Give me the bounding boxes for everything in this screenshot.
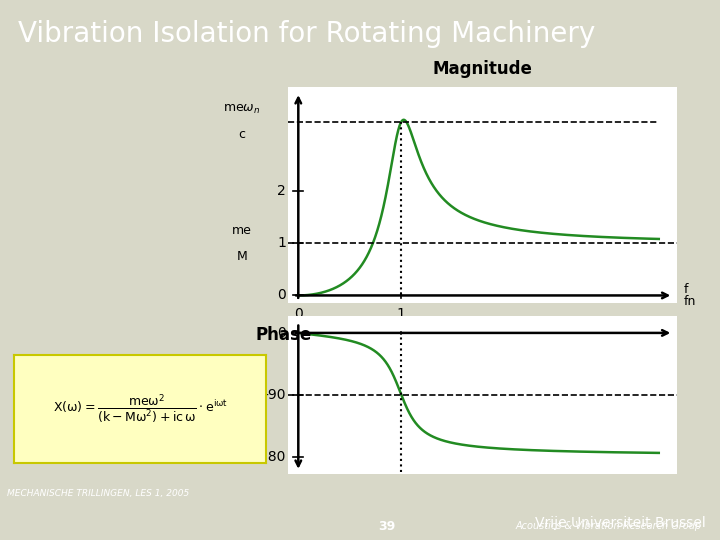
Text: M: M: [236, 249, 247, 262]
Text: Phase: Phase: [255, 326, 311, 344]
Text: -180: -180: [255, 450, 286, 463]
Text: me: me: [232, 224, 251, 237]
Text: Acoustics & Vibration Research Group: Acoustics & Vibration Research Group: [516, 521, 702, 531]
Text: c: c: [238, 128, 245, 141]
Text: Magnitude: Magnitude: [433, 60, 532, 78]
Text: 0: 0: [294, 307, 302, 321]
Text: -90: -90: [264, 388, 286, 402]
Text: fn: fn: [684, 295, 696, 308]
Text: 2: 2: [277, 184, 286, 198]
Text: Vibration Isolation for Rotating Machinery: Vibration Isolation for Rotating Machine…: [18, 20, 595, 48]
Text: 0: 0: [277, 326, 286, 340]
Text: Vrije Universiteit Brussel: Vrije Universiteit Brussel: [535, 516, 706, 530]
Text: 1: 1: [277, 237, 286, 251]
Text: Frequency: Frequency: [594, 315, 659, 328]
Text: MECHANISCHE TRILLINGEN, LES 1, 2005: MECHANISCHE TRILLINGEN, LES 1, 2005: [7, 489, 189, 498]
Text: 0: 0: [277, 288, 286, 302]
Text: f: f: [684, 283, 688, 296]
Text: me$\omega_n$: me$\omega_n$: [223, 103, 261, 116]
Text: 39: 39: [378, 519, 395, 532]
Text: 1: 1: [397, 307, 406, 321]
Text: $\mathrm{X(\omega) = \dfrac{me\omega^2}{(k - M\omega^2) + ic\,\omega} \cdot e^{i: $\mathrm{X(\omega) = \dfrac{me\omega^2}{…: [53, 393, 228, 426]
